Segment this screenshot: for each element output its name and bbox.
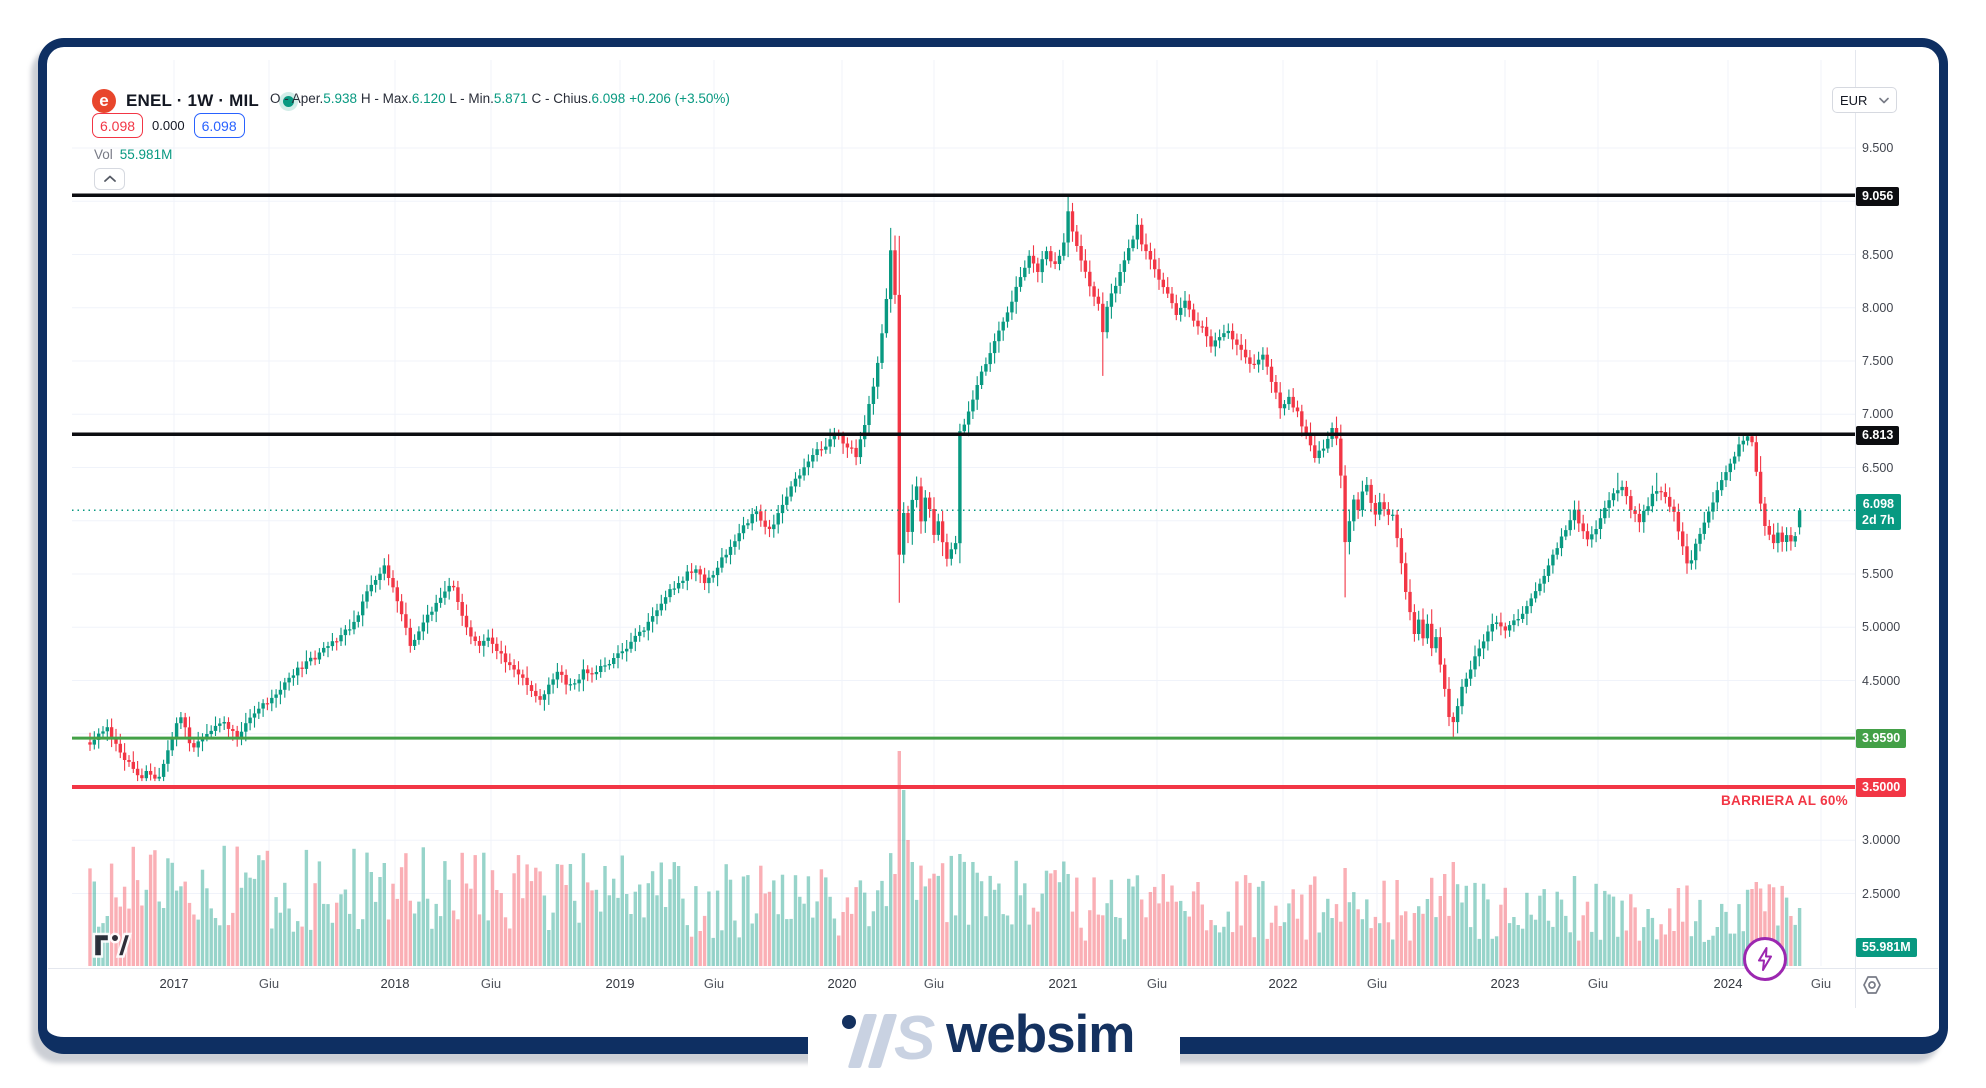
spread-value: 0.000 bbox=[152, 118, 185, 133]
high-label: H - Max. bbox=[357, 91, 412, 106]
time-tick-label: Giu bbox=[480, 976, 502, 991]
gear-icon bbox=[1863, 976, 1881, 994]
currency-value: EUR bbox=[1840, 92, 1868, 108]
time-tick-label: Giu bbox=[1366, 976, 1388, 991]
volume-value: 55.981M bbox=[119, 147, 173, 162]
websim-wordmark: websim bbox=[946, 1005, 1135, 1064]
price-tick-label: 5.500 bbox=[1862, 567, 1894, 581]
symbol-header: e ENEL · 1W · MIL bbox=[92, 88, 295, 114]
current-price-value: 6.098 bbox=[1862, 497, 1894, 511]
currency-dropdown[interactable]: EUR bbox=[1832, 87, 1897, 113]
time-axis-separator[interactable] bbox=[48, 968, 1938, 969]
close-value: 6.098 bbox=[591, 91, 626, 106]
time-tick-label: 2023 bbox=[1490, 976, 1520, 991]
current-price-badge[interactable]: 6.098 2d 7h bbox=[1856, 494, 1901, 530]
lightning-bolt-icon bbox=[1758, 947, 1772, 971]
volume-readout: Vol 55.981M bbox=[94, 147, 172, 162]
volume-badge[interactable]: 55.981M bbox=[1856, 938, 1917, 957]
boost-button[interactable] bbox=[1743, 937, 1787, 981]
open-value: 5.938 bbox=[323, 91, 358, 106]
barrier-price-badge[interactable]: 3.5000 bbox=[1856, 778, 1907, 797]
high-value: 6.120 bbox=[411, 91, 446, 106]
chevron-up-icon bbox=[103, 175, 116, 182]
barrier-annotation: BARRIERA AL 60% bbox=[1720, 793, 1848, 808]
time-tick-label: Giu bbox=[703, 976, 725, 991]
time-tick-label: Giu bbox=[1587, 976, 1609, 991]
tradingview-logo-icon[interactable] bbox=[92, 931, 133, 968]
websim-glyph-icon: S bbox=[847, 1008, 935, 1070]
open-label: O - Aper. bbox=[270, 91, 324, 106]
price-tick-label: 7.000 bbox=[1862, 407, 1894, 421]
bid-ask-row: 6.098 0.000 6.098 bbox=[92, 113, 245, 138]
symbol-title[interactable]: ENEL · 1W · MIL bbox=[126, 91, 260, 110]
time-tick-label: Giu bbox=[258, 976, 280, 991]
close-label: C - Chius. bbox=[527, 91, 592, 106]
price-tick-label: 4.5000 bbox=[1862, 674, 1901, 688]
time-tick-label: 2019 bbox=[605, 976, 635, 991]
resistance-mid-price-badge[interactable]: 6.813 bbox=[1856, 426, 1900, 445]
price-tick-label: 8.000 bbox=[1862, 301, 1894, 315]
websim-dot-icon bbox=[842, 1015, 856, 1029]
volume-label: Vol bbox=[94, 147, 113, 162]
bar-countdown: 2d 7h bbox=[1862, 513, 1895, 527]
time-tick-label: 2021 bbox=[1048, 976, 1078, 991]
time-tick-label: 2022 bbox=[1268, 976, 1298, 991]
price-tick-label: 6.500 bbox=[1862, 461, 1894, 475]
websim-brand: S websim bbox=[808, 1002, 1180, 1086]
time-tick-label: 2020 bbox=[827, 976, 857, 991]
time-tick-label: Giu bbox=[1810, 976, 1832, 991]
buy-price-button[interactable]: 6.098 bbox=[193, 113, 245, 138]
price-tick-label: 8.500 bbox=[1862, 248, 1894, 262]
chevron-down-icon bbox=[1879, 97, 1889, 103]
time-tick-label: 2017 bbox=[159, 976, 189, 991]
chart-card-frame bbox=[38, 38, 1948, 1054]
time-tick-label: Giu bbox=[923, 976, 945, 991]
low-label: L - Min. bbox=[445, 91, 494, 106]
price-axis-separator[interactable] bbox=[1855, 50, 1856, 1008]
time-tick-label: 2024 bbox=[1713, 976, 1743, 991]
price-tick-label: 5.0000 bbox=[1862, 620, 1901, 634]
change-value: +0.206 (+3.50%) bbox=[629, 91, 730, 106]
price-tick-label: 9.500 bbox=[1862, 141, 1894, 155]
low-value: 5.871 bbox=[493, 91, 528, 106]
collapse-panel-button[interactable] bbox=[94, 168, 125, 190]
ohlc-readout: O - Aper.5.938 H - Max.6.120 L - Min.5.8… bbox=[270, 91, 730, 106]
axis-settings-button[interactable] bbox=[1860, 973, 1884, 997]
price-tick-label: 3.0000 bbox=[1862, 833, 1901, 847]
resistance-high-price-badge[interactable]: 9.056 bbox=[1856, 187, 1900, 206]
price-tick-label: 7.500 bbox=[1862, 354, 1894, 368]
enel-logo-icon: e bbox=[92, 89, 116, 113]
time-tick-label: Giu bbox=[1146, 976, 1168, 991]
price-tick-label: 2.5000 bbox=[1862, 887, 1901, 901]
sell-price-button[interactable]: 6.098 bbox=[92, 113, 144, 138]
support-price-badge[interactable]: 3.9590 bbox=[1856, 729, 1907, 748]
time-tick-label: 2018 bbox=[380, 976, 410, 991]
market-status-dot-icon bbox=[283, 95, 295, 107]
